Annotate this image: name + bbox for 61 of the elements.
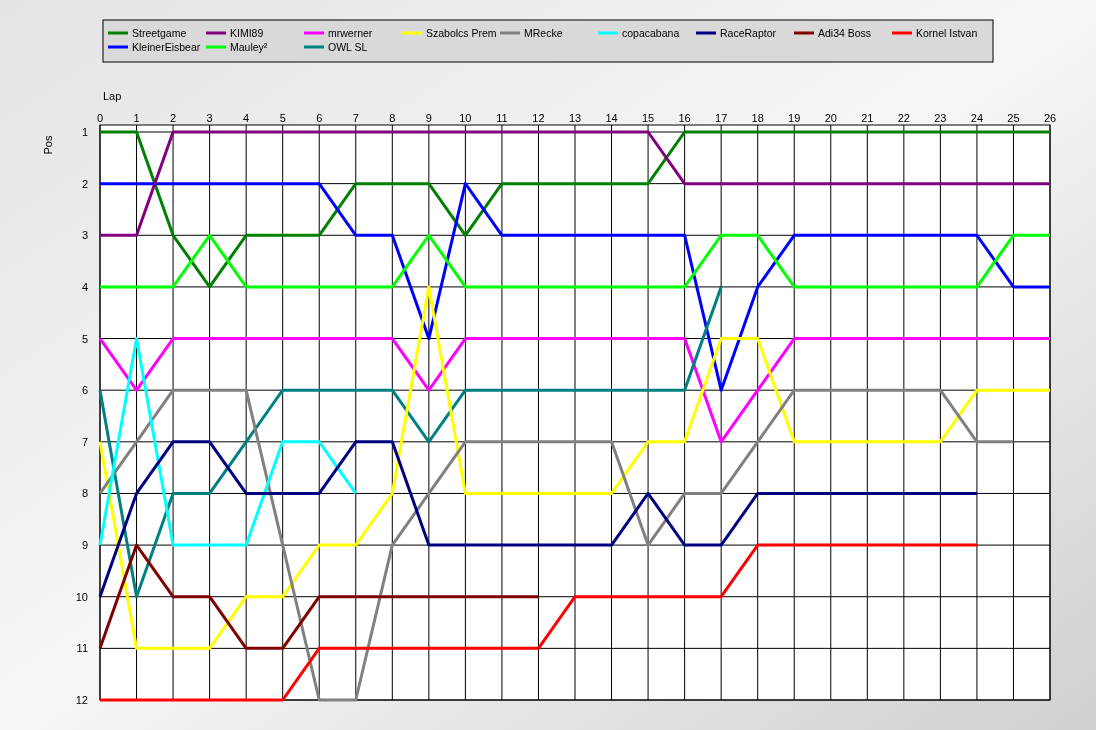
line-series (98, 388, 1015, 702)
x-tick-label: 25 (1007, 112, 1020, 124)
line-series (98, 543, 979, 702)
x-tick-label: 4 (243, 112, 250, 124)
line-series (98, 285, 723, 599)
x-tick-label: 10 (459, 112, 472, 124)
line-series (98, 182, 1052, 392)
legend-label: Adi34 Boss (818, 27, 872, 39)
x-tick-label: 20 (824, 112, 837, 124)
y-tick-label: 8 (81, 487, 88, 500)
x-tick-label: 13 (568, 112, 582, 124)
x-tick-label: 14 (605, 112, 618, 124)
x-tick-label: 11 (496, 112, 508, 124)
legend-label: Szabolcs Prem (426, 27, 497, 39)
y-tick-label: 5 (81, 332, 88, 345)
y-tick-label: 6 (81, 384, 88, 397)
legend-label: KIMI89 (230, 27, 264, 39)
y-tick-label: 4 (81, 280, 88, 293)
legend-label: MRecke (524, 27, 563, 39)
x-tick-label: 8 (389, 112, 396, 124)
y-tick-label: 12 (75, 694, 88, 706)
x-tick-label: 12 (532, 112, 545, 124)
x-tick-label: 9 (425, 112, 432, 124)
y-tick-label: 1 (81, 126, 88, 138)
y-tick-label: 2 (81, 177, 88, 190)
x-tick-label: 3 (206, 112, 213, 124)
x-tick-label: 26 (1043, 112, 1057, 124)
line-series (98, 440, 979, 599)
x-axis-title: Lap (103, 90, 122, 102)
line-series (98, 130, 1052, 289)
legend-label: KleinerEisbear (132, 41, 201, 53)
legend-label: OWL SL (328, 41, 368, 53)
x-tick-label: 24 (970, 112, 984, 124)
legend-label: Mauley² (230, 41, 268, 53)
x-tick-label: 2 (170, 112, 177, 124)
y-tick-label: 10 (75, 590, 88, 603)
legend-label: RaceRaptor (720, 27, 777, 39)
x-tick-label: 6 (316, 112, 323, 124)
x-tick-label: 16 (678, 112, 691, 124)
x-tick-label: 7 (352, 112, 359, 124)
x-tick-label: 17 (715, 112, 728, 124)
y-tick-label: 11 (76, 642, 88, 655)
x-tick-label: 19 (788, 112, 801, 124)
x-tick-label: 15 (641, 112, 655, 124)
legend-label: Streetgame (132, 27, 187, 39)
y-tick-label: 7 (81, 435, 88, 448)
line-series (98, 285, 1052, 650)
x-tick-label: 23 (934, 112, 947, 124)
y-tick-label: 9 (81, 539, 88, 552)
line-series (98, 337, 358, 547)
x-tick-label: 22 (897, 112, 910, 124)
x-tick-label: 0 (96, 112, 104, 124)
legend-label: copacabana (622, 27, 680, 39)
x-tick-label: 1 (133, 112, 140, 124)
legend-label: mrwerner (328, 27, 373, 39)
y-axis-title: Pos (42, 135, 54, 155)
x-tick-label: 5 (279, 112, 286, 124)
x-tick-label: 21 (861, 112, 874, 124)
y-tick-label: 3 (81, 229, 88, 242)
legend-label: Kornel Istvan (916, 27, 978, 39)
x-tick-label: 18 (751, 112, 764, 124)
